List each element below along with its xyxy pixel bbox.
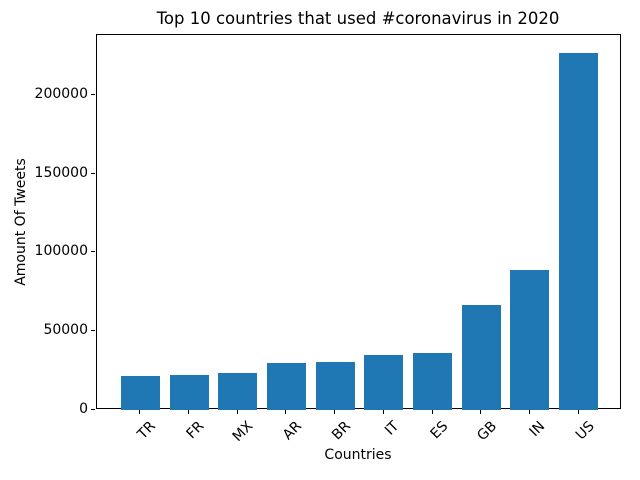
y-tick-mark-200000 xyxy=(91,93,95,95)
x-tick-label-ES: ES xyxy=(427,418,452,443)
y-tick-label-50000: 50000 xyxy=(43,322,88,339)
bar-ES xyxy=(413,352,453,410)
bar-FR xyxy=(169,375,209,410)
y-tick-label-200000: 200000 xyxy=(34,85,88,102)
x-tick-mark-BR xyxy=(334,410,336,414)
x-tick-label-MX: MX xyxy=(229,418,257,445)
bar-AR xyxy=(266,362,306,410)
x-tick-mark-MX xyxy=(236,410,238,414)
bar-TR xyxy=(120,375,160,410)
plot-area xyxy=(96,34,621,410)
y-tick-mark-100000 xyxy=(91,251,95,253)
x-tick-label-GB: GB xyxy=(474,418,500,445)
x-tick-mark-GB xyxy=(480,410,482,414)
x-tick-mark-IT xyxy=(382,410,384,414)
y-tick-label-0: 0 xyxy=(79,401,88,417)
x-tick-mark-AR xyxy=(285,410,287,414)
bar-BR xyxy=(315,361,355,410)
x-tick-label-IN: IN xyxy=(526,418,549,440)
x-tick-label-FR: FR xyxy=(183,418,208,443)
x-tick-label-US: US xyxy=(572,418,598,444)
y-tick-label-150000: 150000 xyxy=(34,164,88,181)
bar-GB xyxy=(461,305,501,410)
y-axis-label: Amount Of Tweets xyxy=(13,158,29,286)
x-tick-mark-US xyxy=(577,410,579,414)
y-tick-label-100000: 100000 xyxy=(34,243,88,260)
x-tick-label-BR: BR xyxy=(328,418,354,444)
bar-MX xyxy=(218,372,258,410)
x-tick-label-TR: TR xyxy=(134,418,159,443)
x-tick-mark-IN xyxy=(528,410,530,414)
x-tick-mark-TR xyxy=(139,410,141,414)
bar-US xyxy=(559,53,599,410)
bar-IN xyxy=(510,269,550,410)
y-tick-mark-50000 xyxy=(91,330,95,332)
x-tick-label-IT: IT xyxy=(382,418,403,439)
y-tick-mark-0 xyxy=(91,409,95,410)
y-tick-mark-150000 xyxy=(91,172,95,174)
x-tick-mark-FR xyxy=(188,410,190,414)
x-axis-label: Countries xyxy=(324,447,392,463)
bar-IT xyxy=(364,354,404,410)
x-tick-mark-ES xyxy=(431,410,433,414)
x-tick-label-AR: AR xyxy=(280,418,306,444)
chart-title: Top 10 countries that used #coronavirus … xyxy=(156,9,560,28)
